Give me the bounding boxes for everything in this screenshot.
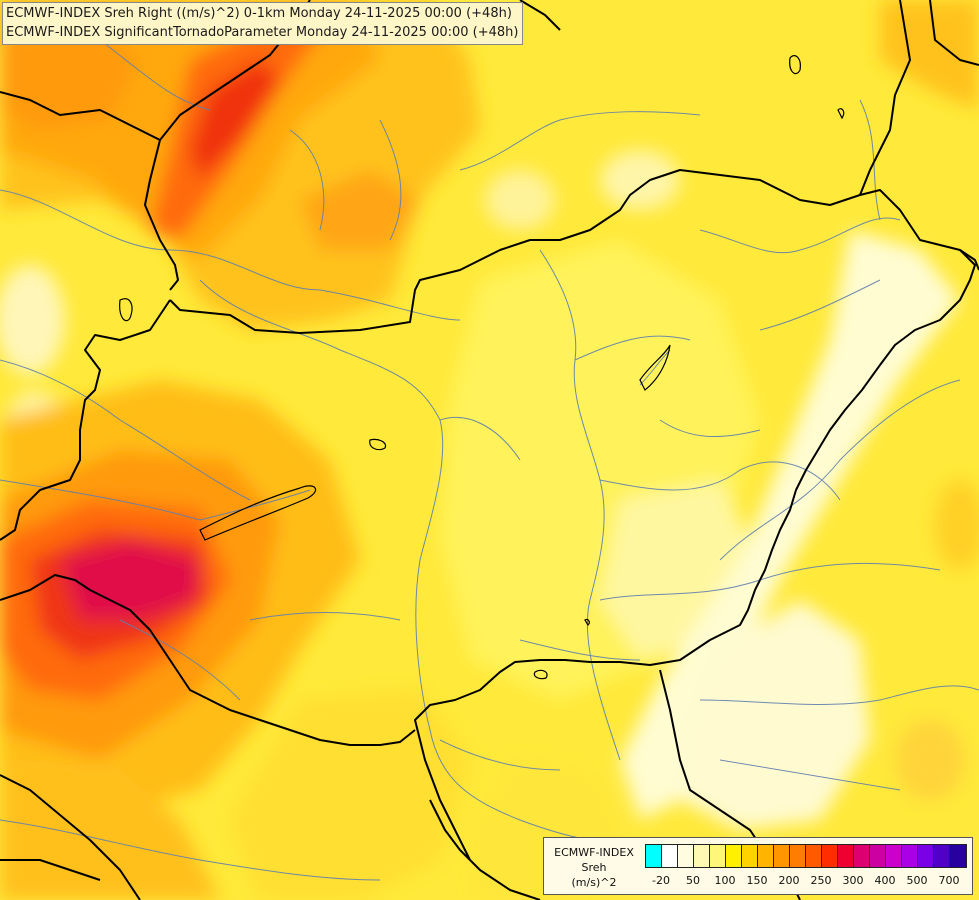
- legend-swatch: [902, 845, 918, 867]
- legend-tick-label: 250: [810, 874, 832, 887]
- legend-swatch: [678, 845, 694, 867]
- legend-tick-label: 200: [778, 874, 800, 887]
- legend-tick-label: -20: [652, 874, 670, 887]
- legend-swatch: [742, 845, 758, 867]
- legend-swatch: [758, 845, 774, 867]
- legend-tick-label: 700: [938, 874, 960, 887]
- legend-tick-label: 400: [874, 874, 896, 887]
- legend-tick-label: 150: [746, 874, 768, 887]
- color-legend: ECMWF-INDEX Sreh (m/s)^2 -20 50 100 150 200 2…: [543, 837, 973, 895]
- legend-title-line-3: (m/s)^2: [571, 876, 617, 889]
- legend-swatch: [950, 845, 966, 867]
- legend-swatch: [790, 845, 806, 867]
- legend-swatch: [854, 845, 870, 867]
- legend-swatch: [822, 845, 838, 867]
- legend-swatch: [646, 845, 662, 867]
- lakes: [119, 55, 845, 680]
- legend-swatch: [662, 845, 678, 867]
- legend-title-line-2: Sreh: [581, 861, 607, 874]
- legend-swatch: [726, 845, 742, 867]
- legend-swatch: [918, 845, 934, 867]
- legend-swatch: [838, 845, 854, 867]
- legend-title: ECMWF-INDEX Sreh (m/s)^2: [544, 845, 644, 890]
- legend-ticks: -20 50 100 150 200 250 300 400 500 700: [645, 874, 967, 888]
- legend-tick-label: 100: [714, 874, 736, 887]
- legend-swatch: [694, 845, 710, 867]
- legend-title-line-1: ECMWF-INDEX: [554, 846, 634, 859]
- header-line-2: ECMWF-INDEX SignificantTornadoParameter …: [6, 25, 519, 40]
- legend-swatch: [774, 845, 790, 867]
- legend-swatch: [870, 845, 886, 867]
- legend-swatch: [886, 845, 902, 867]
- legend-color-scale: [645, 844, 967, 868]
- header-line-1: ECMWF-INDEX Sreh Right ((m/s)^2) 0-1km M…: [6, 6, 512, 21]
- legend-tick-label: 500: [906, 874, 928, 887]
- legend-swatch: [934, 845, 950, 867]
- legend-swatch: [710, 845, 726, 867]
- legend-swatch: [806, 845, 822, 867]
- map-header: ECMWF-INDEX Sreh Right ((m/s)^2) 0-1km M…: [2, 2, 524, 45]
- legend-tick-label: 50: [686, 874, 700, 887]
- legend-tick-label: 300: [842, 874, 864, 887]
